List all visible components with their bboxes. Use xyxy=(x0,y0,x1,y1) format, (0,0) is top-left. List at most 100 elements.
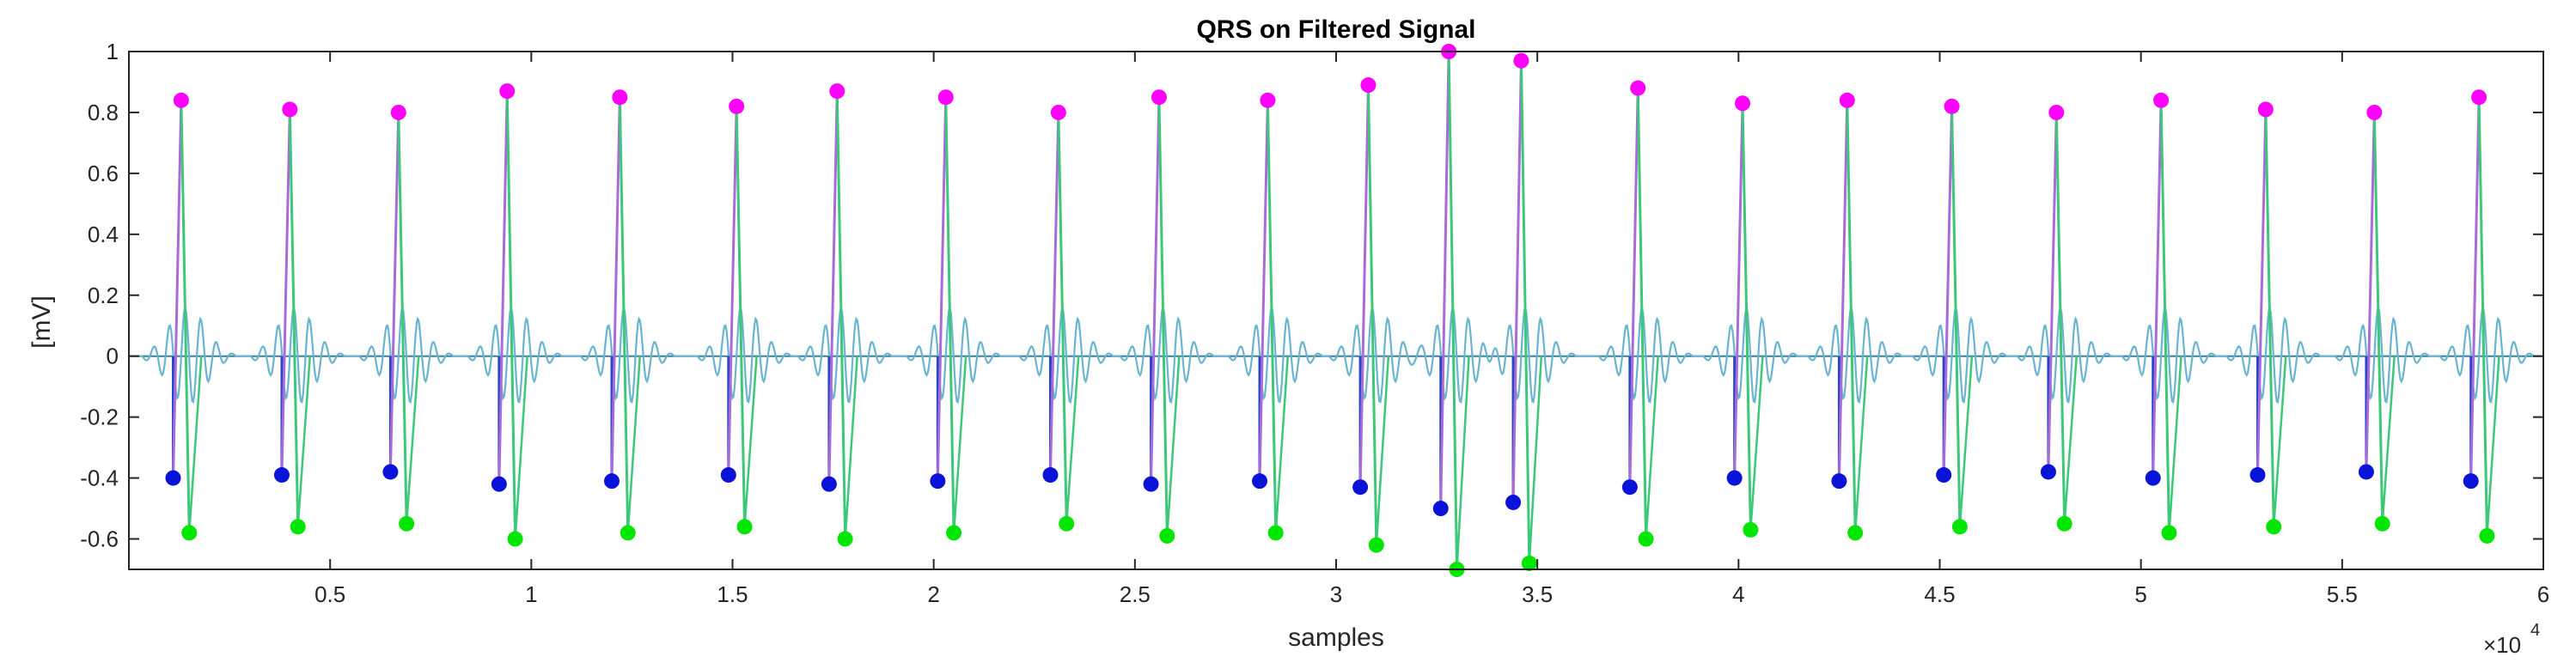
x-tick-label: 3.5 xyxy=(1522,581,1553,607)
s-downstroke-line xyxy=(2159,100,2170,533)
q-point xyxy=(1432,501,1449,517)
r-peak-point xyxy=(1360,77,1377,94)
s-point xyxy=(1847,525,1864,541)
x-tick-label: 5 xyxy=(2134,581,2146,607)
s-return-line xyxy=(1749,356,1764,530)
r-peak-point xyxy=(612,89,628,106)
x-axis-label: samples xyxy=(1288,623,1384,652)
r-upstroke-line xyxy=(827,91,839,484)
s-point xyxy=(1521,555,1537,571)
filtered-signal-line xyxy=(129,303,2543,404)
s-point xyxy=(399,515,415,532)
s-return-line xyxy=(1065,356,1080,524)
r-peak-point xyxy=(2471,89,2487,106)
q-point xyxy=(1143,476,1159,492)
s-downstroke-line xyxy=(1636,88,1648,539)
x-exponent-power: 4 xyxy=(2530,621,2540,640)
s-return-line xyxy=(1166,356,1181,537)
y-tick-label: 0.2 xyxy=(88,283,119,308)
r-upstroke-line xyxy=(388,112,400,472)
s-point xyxy=(1368,537,1384,553)
s-return-line xyxy=(1456,356,1470,570)
y-tick-label: -0.4 xyxy=(80,465,119,491)
r-upstroke-line xyxy=(936,97,948,482)
s-point xyxy=(837,531,853,547)
x-tick-label: 3 xyxy=(1330,581,1342,607)
r-upstroke-line xyxy=(497,91,509,484)
y-tick-label: 0 xyxy=(107,344,119,369)
y-tick-label: 0.8 xyxy=(88,100,119,125)
r-upstroke-line xyxy=(280,109,291,476)
r-peak-point xyxy=(282,101,298,118)
s-downstroke-line xyxy=(1519,60,1531,563)
s-downstroke-line xyxy=(1950,106,1962,527)
q-point xyxy=(273,467,290,484)
y-tick-label: -0.2 xyxy=(80,404,119,430)
s-return-line xyxy=(626,356,642,533)
s-return-line xyxy=(514,356,528,539)
q-point xyxy=(930,473,946,490)
s-return-line xyxy=(188,356,203,533)
s-downstroke-line xyxy=(1846,100,1857,533)
x-tick-label: 5.5 xyxy=(2327,581,2358,607)
r-upstroke-line xyxy=(1439,51,1450,509)
s-return-line xyxy=(2272,356,2287,527)
r-peak-point xyxy=(1513,52,1529,69)
s-return-line xyxy=(952,356,968,533)
s-downstroke-line xyxy=(618,97,630,533)
s-downstroke-line xyxy=(2264,109,2275,527)
s-downstroke-line xyxy=(505,91,517,539)
s-point xyxy=(1267,525,1284,541)
x-tick-label: 6 xyxy=(2537,581,2549,607)
s-return-line xyxy=(2381,356,2396,524)
s-point xyxy=(1743,521,1759,538)
r-peak-point xyxy=(2366,104,2383,120)
s-downstroke-line xyxy=(2372,112,2384,524)
q-point xyxy=(2463,473,2479,490)
s-return-line xyxy=(2063,356,2078,524)
q-point xyxy=(165,470,181,486)
r-peak-point xyxy=(1944,98,1960,114)
s-point xyxy=(946,525,962,541)
qrs-lines-layer xyxy=(172,51,2500,570)
s-point xyxy=(2056,515,2072,532)
s-downstroke-line xyxy=(1157,97,1169,537)
s-return-line xyxy=(2168,356,2182,533)
s-downstroke-line xyxy=(1741,103,1752,530)
r-upstroke-line xyxy=(2256,109,2268,476)
r-upstroke-line xyxy=(1837,100,1849,482)
chart-title: QRS on Filtered Signal xyxy=(1196,15,1475,44)
q-point xyxy=(604,473,620,490)
s-point xyxy=(2161,525,2177,541)
q-point xyxy=(2358,464,2374,480)
r-peak-point xyxy=(1735,95,1751,112)
s-downstroke-line xyxy=(2477,97,2488,537)
q-point xyxy=(1252,473,1268,490)
r-peak-point xyxy=(1839,92,1855,108)
q-point xyxy=(491,476,507,492)
q-point xyxy=(382,464,399,480)
r-peak-point xyxy=(499,83,516,100)
s-return-line xyxy=(1645,356,1659,539)
r-upstroke-line xyxy=(1258,100,1269,482)
r-peak-point xyxy=(2153,92,2170,108)
s-return-line xyxy=(1528,356,1543,563)
x-tick-label: 4 xyxy=(1732,581,1744,607)
r-upstroke-line xyxy=(1048,112,1060,476)
q-point xyxy=(720,467,736,484)
q-point xyxy=(821,476,837,492)
x-tick-label: 2.5 xyxy=(1120,581,1151,607)
s-return-line xyxy=(405,356,420,524)
r-peak-point xyxy=(937,89,954,106)
y-tick-label: 0.6 xyxy=(88,161,119,186)
q-point xyxy=(2249,467,2266,484)
y-axis-label: [mV] xyxy=(27,295,56,349)
q-point xyxy=(1936,467,1952,484)
s-downstroke-line xyxy=(835,91,847,539)
q-point xyxy=(1042,467,1059,484)
r-upstroke-line xyxy=(727,106,738,476)
s-return-line xyxy=(1853,356,1869,533)
s-downstroke-line xyxy=(1266,100,1278,533)
r-upstroke-line xyxy=(1511,60,1523,502)
r-peak-point xyxy=(1151,89,1167,106)
